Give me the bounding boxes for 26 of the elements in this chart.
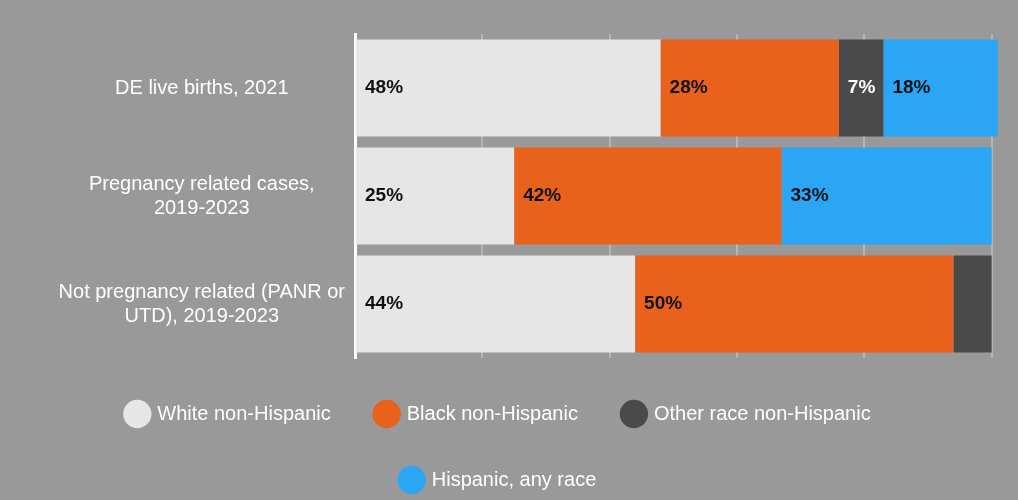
bar [781, 147, 992, 245]
data-label: 7% [847, 76, 876, 98]
data-label: 25% [365, 184, 404, 206]
data-label: 44% [365, 292, 404, 314]
data-label: 18% [892, 76, 931, 98]
legend-label: Other race non-Hispanic [653, 401, 871, 424]
legend-label: Hispanic, any race [431, 467, 597, 490]
data-label: 33% [790, 184, 829, 206]
bar [953, 255, 992, 353]
bar [635, 255, 954, 353]
bar [356, 147, 515, 245]
bar [356, 39, 661, 137]
bar [838, 39, 884, 137]
y-tick-label: DE live births, 2021 [115, 75, 289, 98]
bar [660, 39, 839, 137]
legend-label: Black non-Hispanic [406, 401, 578, 424]
y-tick-label: Not pregnancy related (PANR or UTD), 2019-2023 [58, 279, 346, 326]
y-tick-label: Pregnancy related cases, 2019-2023 [88, 171, 315, 218]
data-label: 50% [644, 292, 683, 314]
bar [514, 147, 782, 245]
data-label: 42% [523, 184, 562, 206]
data-label: 48% [365, 76, 404, 98]
bar [356, 255, 636, 353]
legend-label: White non-Hispanic [157, 401, 331, 424]
bar [883, 39, 998, 137]
data-label: 28% [669, 76, 708, 98]
